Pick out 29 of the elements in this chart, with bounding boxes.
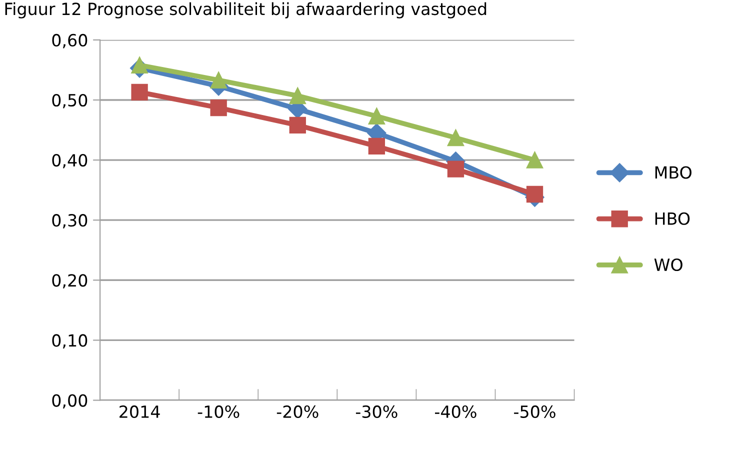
x-tick-label: -30% (356, 405, 398, 418)
point (289, 87, 306, 104)
y-tick-label: 0,10 (52, 334, 88, 348)
y-tick-label: 0,30 (52, 214, 88, 228)
x-tick-label: -40% (435, 405, 476, 418)
point (131, 56, 148, 74)
y-tick-label: 0,40 (52, 154, 88, 168)
y-tick-label: 0,50 (52, 94, 88, 108)
y-tick-label: 0,00 (52, 394, 88, 409)
point (289, 116, 306, 134)
point (526, 186, 544, 203)
x-tick-label: -10% (198, 405, 240, 418)
x-tick-label: 2014 (120, 405, 160, 418)
point (447, 129, 464, 146)
point (210, 72, 227, 88)
point (368, 138, 386, 155)
point (210, 99, 227, 116)
point (447, 160, 464, 178)
point (526, 152, 544, 168)
chart-title: Figuur 12 Prognose solvabiliteit bij afwaardering vastgoed (5, 2, 486, 18)
y-tick-label: 0,60 (52, 34, 88, 48)
x-tick-label: -50% (514, 405, 556, 418)
x-tick-label: -20% (276, 405, 318, 418)
y-tick-label: 0,20 (52, 274, 88, 288)
point (131, 84, 148, 101)
legend-label: HBO (655, 212, 690, 225)
legend-label: WO (654, 258, 682, 272)
point (368, 108, 386, 125)
legend-label: MBO (655, 166, 692, 179)
